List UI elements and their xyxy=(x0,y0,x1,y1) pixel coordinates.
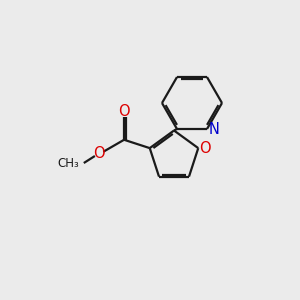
Text: O: O xyxy=(118,104,130,119)
Text: O: O xyxy=(93,146,105,161)
Text: O: O xyxy=(199,141,211,156)
Text: N: N xyxy=(209,122,220,136)
Text: CH₃: CH₃ xyxy=(58,157,79,169)
